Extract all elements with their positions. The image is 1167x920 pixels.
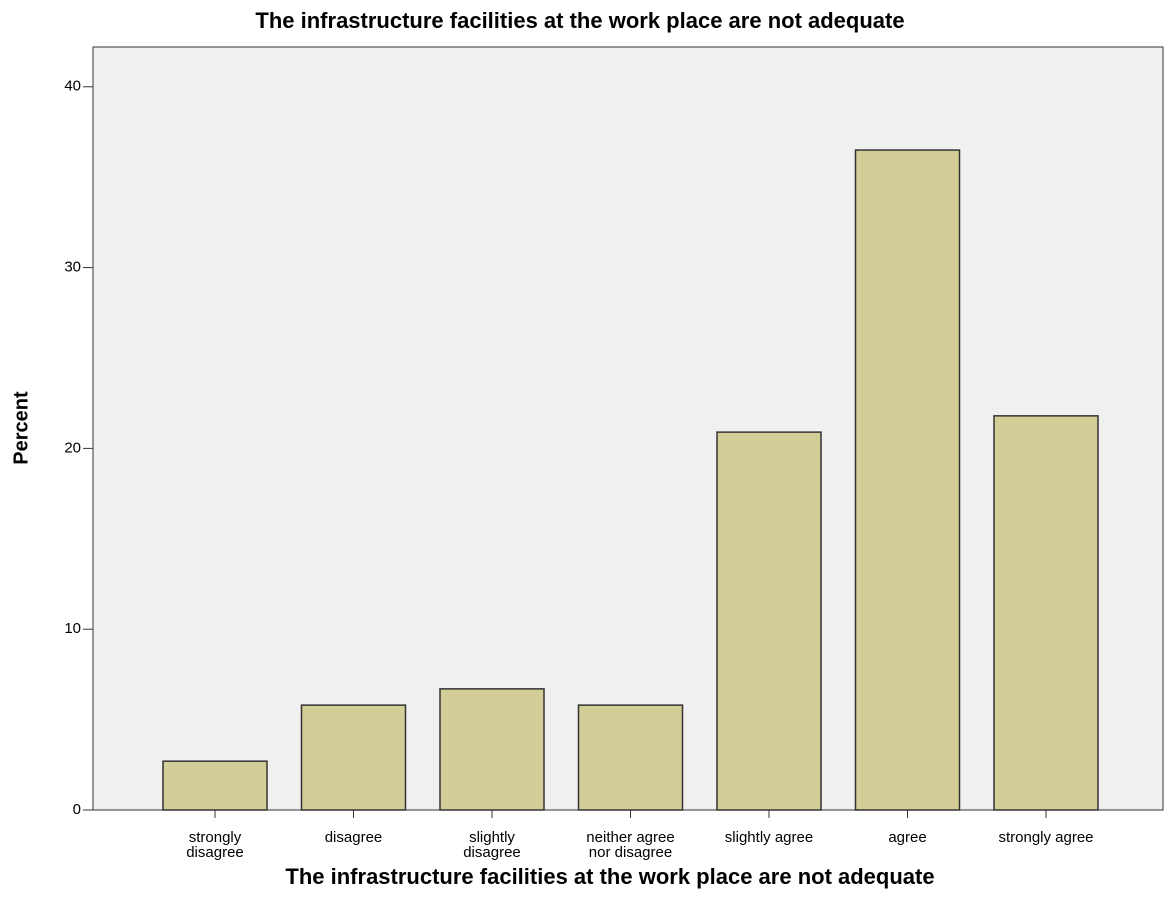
bar xyxy=(993,415,1099,811)
bar xyxy=(439,688,545,811)
bar xyxy=(716,431,822,811)
x-tick-label: slightly agree xyxy=(724,829,814,846)
bar xyxy=(162,760,268,811)
x-tick-label: strongly agree xyxy=(998,829,1094,846)
bar xyxy=(577,704,684,811)
y-axis-title: Percent xyxy=(10,391,32,465)
x-tick-label: agree xyxy=(888,829,927,846)
x-tick-label: slightly disagree xyxy=(463,829,521,861)
x-tick-label: strongly disagree xyxy=(186,829,244,861)
x-tick-label: disagree xyxy=(324,829,383,846)
y-tick-label: 0 xyxy=(73,801,81,818)
bar xyxy=(854,149,961,811)
bar xyxy=(300,704,407,811)
y-tick-label: 30 xyxy=(64,259,81,276)
y-tick-label: 10 xyxy=(64,620,81,637)
plot-area xyxy=(92,46,1164,811)
x-tick-label: neither agree nor disagree xyxy=(586,829,675,861)
chart-title: The infrastructure facilities at the wor… xyxy=(255,8,904,33)
y-tick-label: 40 xyxy=(64,78,81,95)
x-axis-title: The infrastructure facilities at the wor… xyxy=(285,864,934,889)
y-tick-label: 20 xyxy=(64,439,81,456)
